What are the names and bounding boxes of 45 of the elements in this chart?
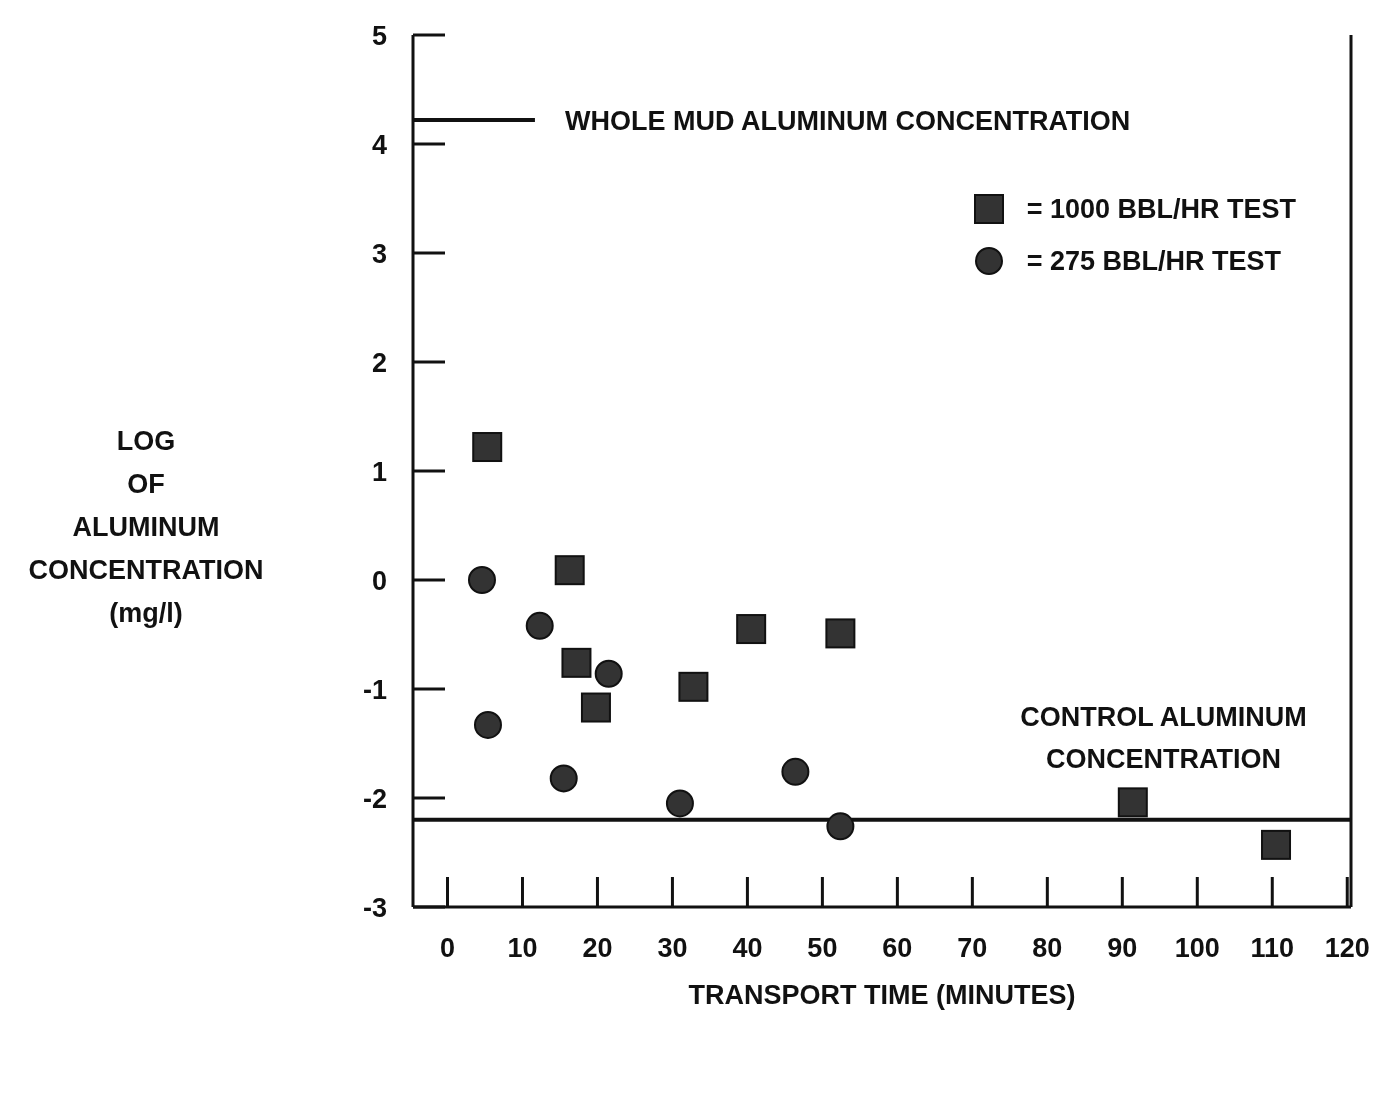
point (781, 757, 810, 786)
ref-line-label: CONTROL ALUMINUM CONCENTRATION (1020, 701, 1307, 774)
x-tick-label: 10 (507, 933, 538, 963)
x-tick-label: 70 (957, 933, 988, 963)
y-tick-label: 2 (371, 348, 387, 378)
x-tick-label: 20 (582, 933, 613, 963)
y-tick-label: 0 (371, 566, 387, 596)
point (665, 789, 694, 818)
x-tick-label: 40 (732, 933, 763, 963)
point (467, 566, 496, 594)
y-tick-label: -3 (362, 893, 387, 923)
x-axis-title: TRANSPORT TIME (MINUTES) (688, 980, 1076, 1010)
x-tick-label: 30 (657, 933, 688, 963)
y-axis-title: LOG OF ALUMINUM CONCENTRATION (mg/l) (27, 425, 265, 630)
y-tick-label: -1 (362, 675, 387, 705)
x-tick-label: 80 (1032, 933, 1063, 963)
x-tick-label: 120 (1324, 933, 1370, 963)
ref-line-label: WHOLE MUD ALUMINUM CONCENTRATION (564, 106, 1131, 137)
point (826, 812, 855, 841)
point (561, 647, 592, 678)
point (580, 692, 611, 723)
y-tick-label: 4 (371, 130, 387, 160)
y-tick-label: 5 (371, 21, 387, 51)
point (594, 659, 623, 688)
x-tick-label: 60 (882, 933, 913, 963)
point (825, 618, 856, 649)
point (549, 764, 578, 793)
legend-label: = 275 BBL/HR TEST (1026, 245, 1281, 277)
x-tick-label: 100 (1174, 933, 1220, 963)
point (473, 710, 502, 739)
point (1261, 829, 1292, 860)
y-tick-label: -2 (362, 784, 387, 814)
x-tick-label: 90 (1107, 933, 1138, 963)
x-tick-label: 50 (807, 933, 838, 963)
point (1117, 787, 1148, 818)
y-tick-label: 3 (371, 239, 387, 269)
y-tick-label: 1 (371, 457, 387, 487)
point (554, 555, 585, 586)
point (472, 432, 503, 463)
point (736, 614, 767, 645)
point (678, 671, 709, 702)
legend-label: = 1000 BBL/HR TEST (1026, 193, 1296, 225)
x-tick-label: 110 (1250, 933, 1295, 963)
point (525, 611, 554, 640)
x-tick-label: 0 (439, 933, 456, 963)
